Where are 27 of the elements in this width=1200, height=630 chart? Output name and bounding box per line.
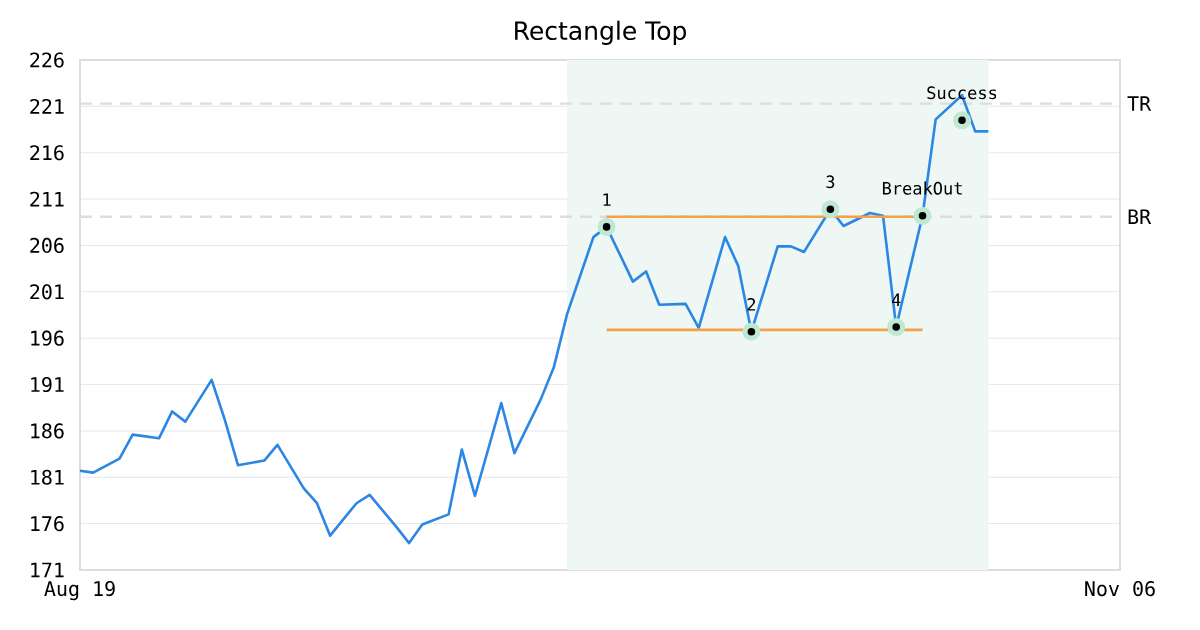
ref-line-label: TR xyxy=(1127,96,1152,111)
y-tick-label: 191 xyxy=(31,376,64,393)
x-tick-label: Nov 06 xyxy=(1085,581,1155,597)
y-tick-label: 186 xyxy=(31,423,64,439)
annotation: 3 xyxy=(826,175,835,189)
point xyxy=(887,318,906,337)
y-tick-label: 211 xyxy=(30,191,64,207)
y-tick-label: 176 xyxy=(31,516,64,532)
y-tick-label: 201 xyxy=(30,284,64,300)
annotation: 1 xyxy=(603,193,611,206)
y-tick-label: 171 xyxy=(31,562,64,578)
chart-title: Rectangle Top xyxy=(515,20,686,45)
x-tick-label: Aug 19 xyxy=(44,581,115,601)
y-tick-label: 206 xyxy=(30,237,64,254)
y-tick-label: 181 xyxy=(31,469,64,485)
annotation: 2 xyxy=(747,298,756,311)
point xyxy=(953,111,972,130)
point xyxy=(597,217,616,236)
y-tick-label: 221 xyxy=(30,98,64,114)
annotation: Success xyxy=(927,86,997,100)
ref-line-label: BR xyxy=(1128,209,1152,224)
point xyxy=(742,322,761,341)
y-tick-label: 226 xyxy=(30,52,64,68)
point xyxy=(821,200,840,219)
y-tick-label: 216 xyxy=(30,145,64,161)
y-tick-label: 196 xyxy=(31,330,64,346)
point xyxy=(913,206,932,225)
